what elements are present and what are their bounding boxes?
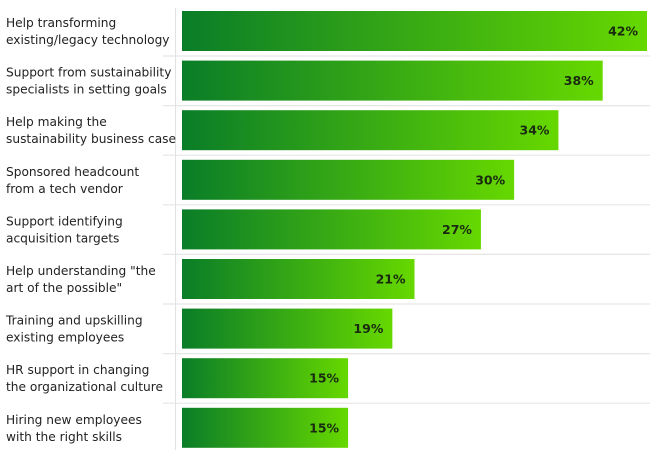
category-label-line: Support identifying [6,214,123,228]
category-label-line: Hiring new employees [6,413,142,427]
category-label-line: art of the possible" [6,281,122,295]
value-label: 34% [520,123,550,138]
category-label-line: Sponsored headcount [6,165,139,179]
category-label-line: Help transforming [6,16,116,30]
category-label-line: HR support in changing [6,363,149,377]
category-label-line: with the right skills [6,430,122,444]
bar [182,159,515,200]
category-label: Help understanding "the art of the possib… [6,264,156,295]
bar [182,358,349,399]
category-label-line: specialists in setting goals [6,83,167,97]
category-label-line: acquisition targets [6,231,119,245]
category-label: HR support in changing the organizational… [6,363,163,394]
category-label-line: existing/legacy technology [6,33,170,47]
category-label: Sponsored headcount from a tech vendor [6,165,139,196]
category-label-line: from a tech vendor [6,182,124,196]
bar [182,407,349,448]
category-label-line: Training and upskilling [5,314,143,328]
category-label-line: Help understanding "the [6,264,156,278]
bar [182,60,603,101]
category-label-line: Help making the [6,115,107,129]
bar [182,259,415,299]
value-label: 30% [475,172,505,187]
category-label: Training and upskilling existing employee… [5,314,143,345]
bar [182,209,481,250]
category-label-line: sustainability business case [6,132,176,146]
value-labels: 42% 38% 34% 30% 27% 21% 19% 15% 15% [309,24,638,436]
category-label: Help transforming existing/legacy technol… [6,16,170,47]
value-label: 15% [309,420,339,435]
value-label: 42% [608,24,638,39]
category-label: Support from sustainability specialists i… [6,66,171,97]
category-label-line: existing employees [6,331,124,345]
bar [182,308,393,349]
value-label: 15% [309,371,339,386]
category-label: Hiring new employees with the right skill… [6,413,142,444]
value-label: 21% [376,272,406,287]
category-label: Support identifying acquisition targets [6,214,123,245]
value-label: 38% [564,73,594,88]
bar [182,110,559,151]
row-separators [163,55,650,404]
bars-group [182,11,647,448]
value-label: 27% [442,222,472,237]
bar [182,11,647,51]
category-label-line: the organizational culture [6,380,163,394]
value-label: 19% [353,321,383,336]
category-labels: Help transforming existing/legacy technol… [5,16,176,444]
category-label-line: Support from sustainability [6,66,171,80]
category-label: Help making the sustainability business c… [6,115,176,146]
